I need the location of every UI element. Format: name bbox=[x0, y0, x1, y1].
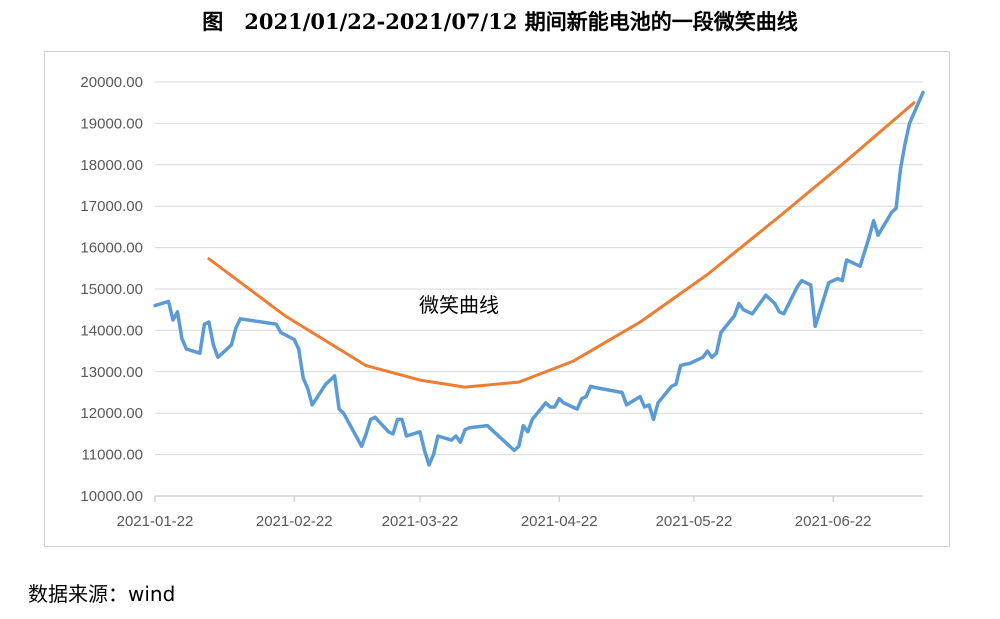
y-tick-label: 13000.00 bbox=[80, 364, 143, 381]
x-tick-label: 2021-05-22 bbox=[656, 513, 733, 530]
y-tick-label: 19000.00 bbox=[80, 115, 143, 132]
y-tick-label: 12000.00 bbox=[80, 405, 143, 422]
y-tick-label: 17000.00 bbox=[80, 198, 143, 215]
data-source-note: 数据来源：wind bbox=[28, 582, 176, 606]
y-tick-label: 18000.00 bbox=[80, 157, 143, 174]
y-tick-label: 16000.00 bbox=[80, 240, 143, 257]
x-tick-label: 2021-01-22 bbox=[117, 513, 194, 530]
y-tick-label: 15000.00 bbox=[80, 281, 143, 298]
x-tick-label: 2021-06-22 bbox=[795, 513, 872, 530]
curve-annotation: 微笑曲线 bbox=[419, 294, 499, 317]
y-tick-label: 10000.00 bbox=[80, 488, 143, 505]
y-tick-label: 11000.00 bbox=[82, 447, 143, 464]
y-tick-label: 14000.00 bbox=[80, 322, 143, 339]
chart-area: 10000.00 11000.00 12000.00 13000.00 14000.00… bbox=[44, 51, 950, 547]
y-tick-label: 20000.00 bbox=[80, 74, 143, 91]
price-series-line bbox=[153, 90, 925, 467]
chart-title: 图 2021/01/22-2021/07/12 期间新能电池的一段微笑曲线 bbox=[202, 9, 798, 34]
x-tick-label: 2021-04-22 bbox=[521, 513, 598, 530]
x-tick-label: 2021-02-22 bbox=[256, 513, 333, 530]
smile-curve-line bbox=[207, 101, 916, 389]
line-chart: 10000.00 11000.00 12000.00 13000.00 14000.00… bbox=[80, 74, 925, 530]
x-tick-label: 2021-03-22 bbox=[382, 513, 459, 530]
